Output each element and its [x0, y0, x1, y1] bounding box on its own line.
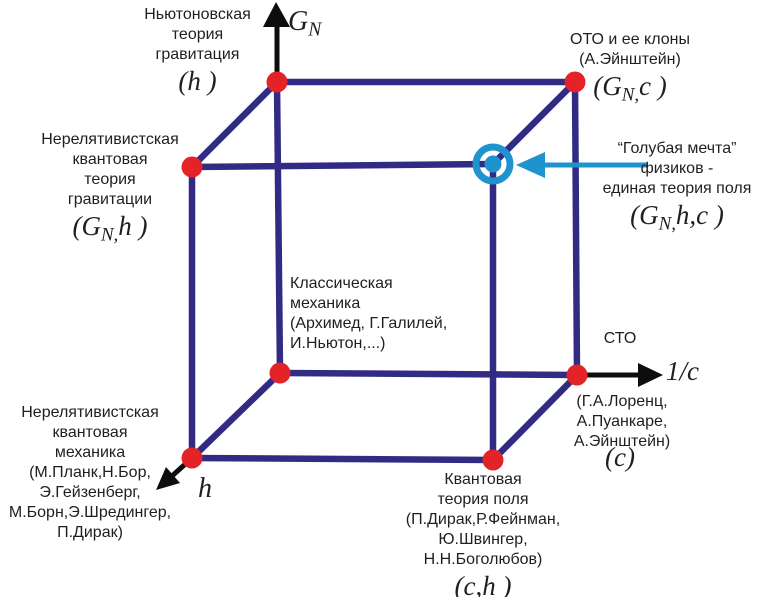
blue-dream-arrowhead-icon: [516, 152, 545, 178]
vertex-unified-field-theory: [472, 143, 514, 185]
label-nonrelativistic-quantum-gravity: Нерелятивистская квантовая теория гравит…: [25, 130, 195, 246]
vertex-quantum-field-theory: [482, 449, 504, 471]
label-quantum-field-theory: Квантовая теория поля (П.Дирак,Р.Фейнман…: [394, 470, 572, 597]
h-axis-arrowhead-icon: [156, 467, 180, 490]
vertex-special-relativity: [566, 364, 588, 386]
unified-field-ring-icon: [472, 143, 514, 185]
blue-dream-pointer: [516, 152, 648, 178]
inv-c-axis-arrowhead-icon: [638, 363, 663, 387]
label-special-relativity-title: СТО: [603, 330, 637, 347]
newtonian-formula: (h ): [178, 66, 217, 96]
cube-edge-back-right: [571, 78, 581, 379]
cube-edge-front-bottom: [188, 454, 497, 464]
vertex-general-relativity: [564, 71, 586, 93]
oto-formula: (GN,c ): [593, 71, 667, 106]
inv-c-axis-label: 1/c: [666, 356, 699, 386]
sto-formula: (c): [605, 442, 635, 472]
nrqg-formula: (GN,h ): [72, 211, 148, 246]
cube-edge-bottom-right-diagonal: [489, 371, 581, 464]
label-special-relativity-formula: (c): [585, 443, 655, 471]
label-nonrelativistic-quantum-mechanics: Нерелятивистская квантовая механика (М.П…: [8, 404, 172, 541]
inv-c-axis: [577, 363, 663, 387]
vertex-newtonian-gravitation: [266, 71, 288, 93]
cube-vertices: [181, 71, 588, 471]
cube-edge-back-bottom: [276, 369, 581, 379]
unified-field-dot-icon: [484, 155, 502, 173]
cube-edge-bottom-left-diagonal: [188, 369, 284, 462]
vertex-quantum-mechanics: [181, 447, 203, 469]
h-axis-label: h: [198, 473, 212, 504]
blue-dream-formula: (GN,h,c ): [630, 200, 724, 235]
label-newtonian-gravitation: Ньютоновская теория гравитация (h ): [110, 5, 285, 95]
gn-axis-arrowhead-icon: [263, 2, 290, 27]
label-classical-mechanics: Классическая механика (Архимед, Г.Галиле…: [290, 275, 448, 352]
cube-edges: [188, 78, 581, 464]
label-general-relativity: ОТО и ее клоны (А.Эйнштейн) (GN,c ): [545, 30, 715, 106]
cube-edge-front-top: [188, 160, 497, 171]
cube-edge-back-left: [273, 78, 284, 377]
gn-axis-label: GN: [288, 6, 322, 41]
label-unified-field-theory: “Голубая мечта” физиков - единая теория …: [594, 139, 760, 235]
vertex-nonrelativistic-quantum-gravity: [181, 156, 203, 178]
qft-formula: (c,h ): [454, 571, 512, 597]
vertex-classical-mechanics: [269, 362, 291, 384]
cube-edge-top-left-diagonal: [188, 78, 281, 171]
label-special-relativity-names: (Г.А.Лоренц, А.Пуанкаре, А.Эйнштейн): [573, 393, 671, 450]
